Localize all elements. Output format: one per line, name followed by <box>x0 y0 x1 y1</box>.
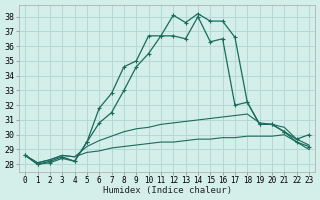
X-axis label: Humidex (Indice chaleur): Humidex (Indice chaleur) <box>103 186 232 195</box>
